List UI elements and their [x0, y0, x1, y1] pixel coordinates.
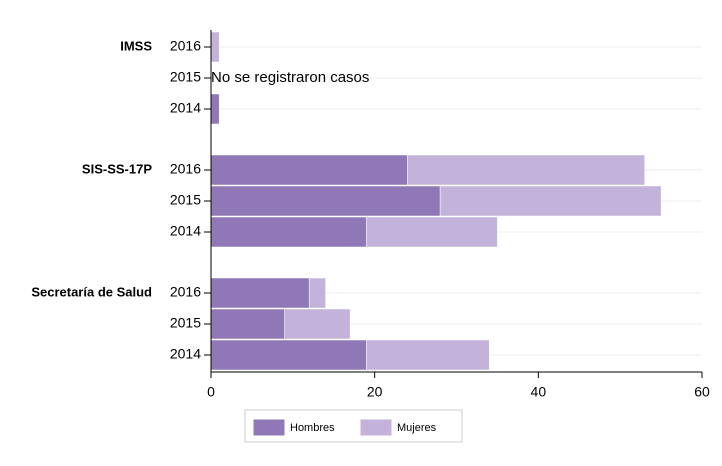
x-tick-label: 20 [367, 384, 383, 400]
y-tick-label: 2014 [170, 100, 201, 116]
bar-segment [210, 277, 310, 309]
y-tick-label: 2015 [170, 315, 201, 331]
y-tick-label: 2016 [170, 38, 201, 54]
y-tick-label: 2015 [170, 69, 201, 85]
legend-swatch [359, 418, 393, 437]
bar-segment [439, 185, 662, 217]
bar-segment [210, 216, 367, 248]
y-tick-label: 2015 [170, 192, 201, 208]
y-tick-label: 2014 [170, 346, 201, 362]
group-label: IMSS [120, 38, 152, 53]
group-label: SIS-SS-17P [82, 161, 152, 176]
legend-label: Hombres [290, 422, 335, 434]
legend-swatch [252, 418, 286, 437]
bar-segment [210, 185, 441, 217]
bar-segment [210, 31, 220, 63]
bar-segment [284, 308, 351, 340]
bar-segment [210, 339, 367, 371]
annotation: No se registraron casos [211, 69, 369, 86]
group-label: Secretaría de Salud [31, 284, 152, 299]
bar-segment [366, 216, 498, 248]
bar-segment [210, 154, 408, 186]
bar-segment [308, 277, 326, 309]
legend-label: Mujeres [397, 422, 437, 434]
x-tick-label: 0 [207, 384, 215, 400]
y-tick-label: 2016 [170, 161, 201, 177]
y-tick-label: 2014 [170, 223, 201, 239]
bar-segment [366, 339, 490, 371]
x-tick-label: 40 [531, 384, 547, 400]
bar-segment [407, 154, 645, 186]
x-tick-label: 60 [694, 384, 710, 400]
bar-segment [210, 93, 220, 125]
y-tick-label: 2016 [170, 284, 201, 300]
bar-segment [210, 308, 285, 340]
